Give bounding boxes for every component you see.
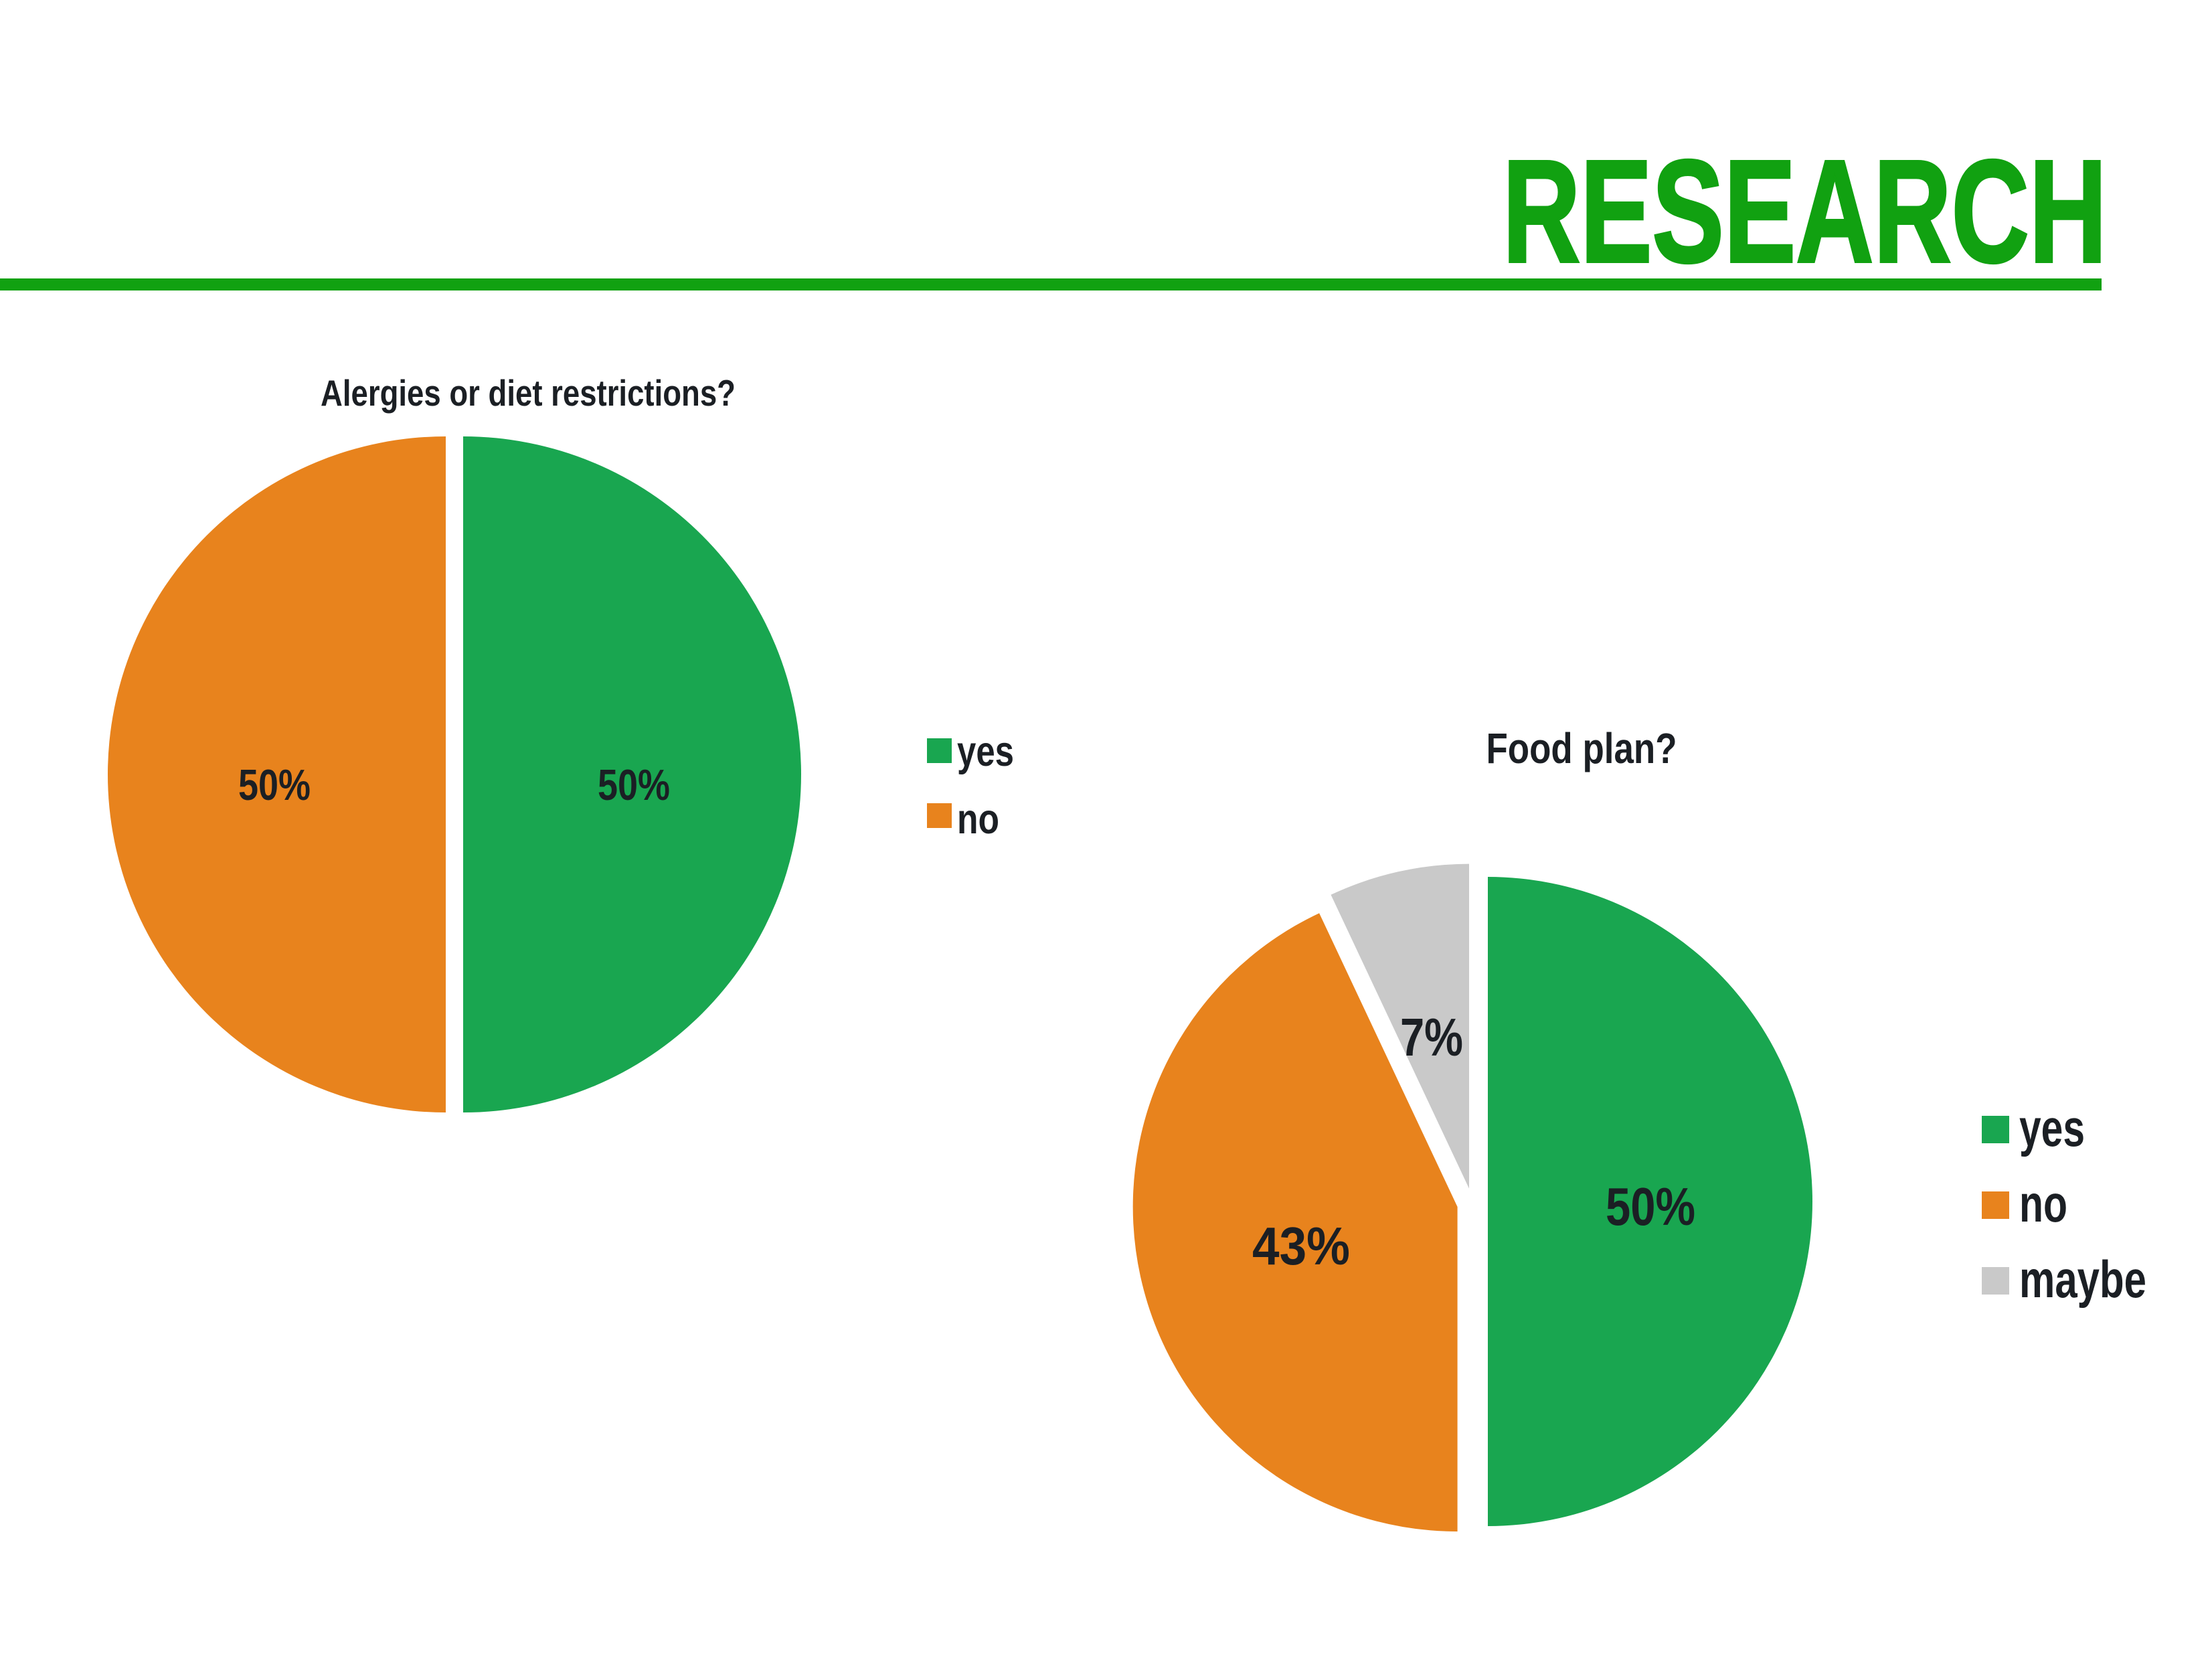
svg-text:no: no — [957, 796, 999, 843]
svg-text:43%: 43% — [1252, 1216, 1350, 1276]
svg-text:50%: 50% — [238, 760, 311, 809]
svg-text:50%: 50% — [598, 760, 670, 809]
svg-text:50%: 50% — [1606, 1177, 1695, 1236]
svg-text:Food plan?: Food plan? — [1486, 724, 1677, 772]
svg-text:yes: yes — [957, 728, 1014, 775]
svg-text:maybe: maybe — [2019, 1250, 2146, 1309]
svg-text:Alergies or diet restrictions?: Alergies or diet restrictions? — [321, 372, 736, 414]
svg-text:7%: 7% — [1400, 1007, 1463, 1067]
svg-text:yes: yes — [2019, 1098, 2085, 1157]
svg-text:no: no — [2019, 1174, 2067, 1233]
svg-text:RESEARCH: RESEARCH — [1503, 131, 2107, 293]
